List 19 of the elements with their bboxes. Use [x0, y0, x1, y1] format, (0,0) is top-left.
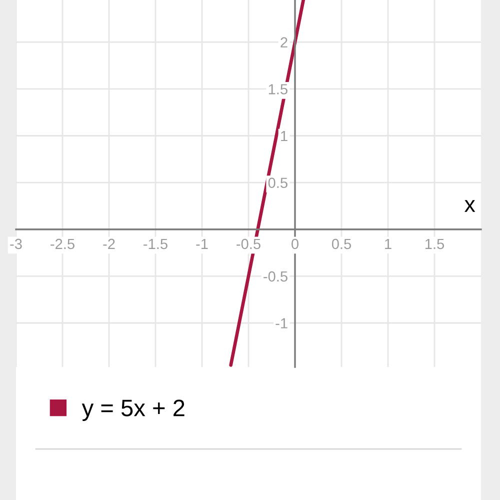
x-tick-label: -1 [196, 238, 208, 249]
y-tick-label: 2 [280, 37, 288, 48]
legend-label: y = 5x + 2 [82, 400, 184, 422]
y-tick-label: -0.5 [264, 271, 288, 282]
x-tick-label: -1.5 [144, 238, 168, 250]
x-tick-label: -2 [103, 238, 115, 249]
y-tick-label: -1 [276, 318, 288, 328]
x-tick-label: -2.5 [50, 238, 74, 250]
x-tick-label: 1 [385, 238, 392, 249]
x-tick-label: -0.5 [236, 238, 260, 250]
line-series [229, 0, 306, 367]
x-tick-label: -3 [10, 238, 22, 250]
y-tick-label: 0.5 [268, 178, 288, 188]
y-tick-label: 1 [281, 131, 288, 142]
y-tick-label: 1.5 [268, 84, 288, 94]
x-tick-label: 0.5 [332, 238, 352, 250]
x-tick-label: 1.5 [425, 238, 444, 250]
x-axis-title: x [464, 200, 476, 212]
x-tick-label: 0 [292, 238, 298, 250]
